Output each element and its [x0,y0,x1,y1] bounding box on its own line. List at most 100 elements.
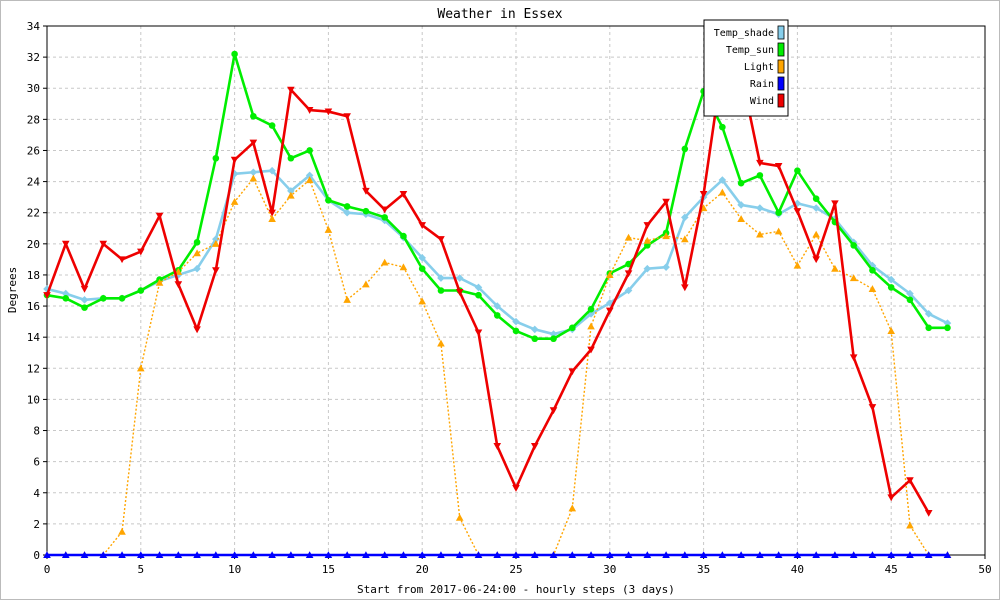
temp-shade-point [212,235,220,243]
temp-sun-point [906,296,914,304]
rain-point [437,551,445,559]
temp-sun-point [381,214,388,221]
temp-sun-point [944,324,951,332]
wind-point [924,509,933,517]
wind-point [831,200,839,208]
y-tick-label: 18 [27,269,40,282]
temp-sun-point [62,294,70,302]
light-point [455,513,464,521]
rain-point [230,551,239,559]
wind-point [61,240,70,248]
x-axis-label: Start from 2017-06-24:00 - hourly steps … [357,583,675,596]
temp-sun-point [756,172,764,179]
temp-sun-point [850,242,857,249]
light-point [718,188,727,196]
temp-shade-point [512,317,520,326]
y-tick-label: 0 [33,549,40,562]
temp-shade-point [455,274,464,282]
x-tick-label: 40 [791,563,804,576]
rain-point [249,551,258,559]
wind-point [568,368,577,376]
light-point [249,174,258,182]
temp-sun-point [512,327,520,335]
y-tick-label: 34 [27,20,41,33]
light-point [362,280,370,288]
temp-shade-point [924,310,933,318]
legend: Temp_shade Temp_sun Light Rain Wind [703,19,789,117]
x-tick-label: 0 [44,563,51,576]
rain-point [606,551,614,559]
wind-point [118,256,126,264]
temp-shade-point [249,168,258,177]
legend-label: Wind [750,96,774,107]
x-tick-label: 20 [416,563,429,576]
y-tick-label: 2 [33,518,40,531]
y-tick-label: 30 [27,82,40,95]
temp-sun-point [681,145,689,153]
wind-point [418,222,426,229]
temp-shade-point [887,275,895,284]
light-point [812,230,820,238]
rain-point [774,551,783,559]
temp-sun-point [531,335,539,343]
wind-point [324,108,333,116]
wind-point [756,159,764,167]
x-tick-label: 35 [697,563,710,576]
temp-sun-point [437,287,445,294]
rain-point [380,551,389,559]
temp-shade-point [268,166,276,175]
temp-shade-point [549,330,558,338]
rain-point [362,551,370,559]
light-point [681,235,689,243]
temp-shade-point [493,302,502,310]
wind-point [155,212,164,220]
temp-sun-point [869,266,876,274]
rain-point [343,551,351,559]
y-tick-label: 10 [27,393,40,406]
rain-point [587,551,595,559]
y-axis-label: Degrees [6,267,19,313]
wind-point [624,270,633,278]
light-point [756,230,764,238]
temp-sun-point [493,312,501,319]
temp-shade-point [624,286,633,295]
legend-label: Temp_sun [726,45,774,56]
wind-point [849,354,858,362]
rain-point [137,551,145,559]
wind-point [549,407,558,415]
light-point [868,285,877,292]
chart-title: Weather in Essex [437,7,562,22]
temp-sun-point [400,232,407,240]
rain-point [812,551,820,559]
temp-sun-point [737,179,745,187]
light-point [418,297,426,305]
y-tick-label: 16 [27,300,40,313]
rain-point [662,551,670,559]
wind-point [812,256,820,264]
wind-point [774,162,783,170]
temp-sun-point [475,291,482,299]
light-point [831,264,839,272]
light-point [287,191,295,199]
rain-point [681,551,689,559]
rain-point [99,551,108,559]
rain-point [849,551,858,559]
wind-point [587,346,595,354]
temp-shade-point [793,199,802,208]
light-point [137,364,145,372]
light-point [343,296,351,303]
temp-shade-point [437,274,445,282]
temp-shade-point [737,201,745,209]
wind-point [493,443,502,450]
rain-point [530,551,539,559]
temp-sun-point [268,122,276,129]
wind-point [887,494,895,502]
legend-label: Rain [750,79,774,90]
wind-point [868,404,877,411]
y-tick-label: 26 [27,144,40,157]
legend-swatch [777,93,785,108]
temp-shade-point [530,325,539,334]
wind-point [699,190,708,198]
wind-point [343,113,351,121]
